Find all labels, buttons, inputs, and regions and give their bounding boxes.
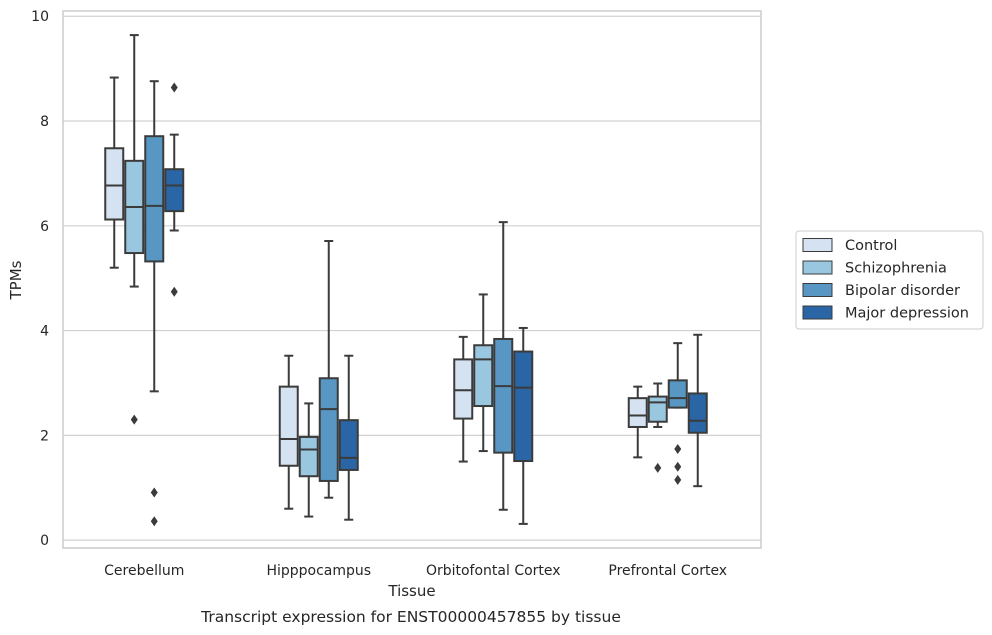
outlier-point xyxy=(150,516,158,527)
outlier-point xyxy=(674,461,682,472)
grid-lines xyxy=(63,15,761,541)
legend-label: Control xyxy=(845,238,897,254)
box xyxy=(687,392,708,434)
y-axis-ticks: 0 2 4 6 8 10 xyxy=(31,9,49,549)
box-series-layer xyxy=(104,34,708,527)
series-group xyxy=(104,76,648,510)
outlier-point xyxy=(674,443,682,454)
chart-caption: Transcript expression for ENST0000045785… xyxy=(200,608,621,626)
series-group xyxy=(164,82,708,525)
legend-swatch xyxy=(802,260,833,275)
x-tick-label: Hipppocampus xyxy=(266,563,371,579)
x-axis-ticks: Cerebellum Hipppocampus Orbitofontal Corte… xyxy=(104,563,727,579)
y-axis-label: TPMs xyxy=(7,260,25,300)
outlier-point xyxy=(170,82,178,93)
legend-label: Bipolar disorder xyxy=(845,283,960,299)
y-tick-label: 4 xyxy=(40,324,49,340)
box xyxy=(647,395,668,423)
legend-label: Schizophrenia xyxy=(845,261,947,277)
legend-frame xyxy=(795,230,984,330)
y-tick-label: 6 xyxy=(40,219,49,235)
box xyxy=(144,135,165,263)
box xyxy=(104,147,125,221)
series-group xyxy=(124,34,668,518)
box xyxy=(298,435,319,478)
outlier-point xyxy=(150,487,158,498)
y-tick-label: 10 xyxy=(31,9,49,25)
box xyxy=(473,344,494,408)
x-tick-label: Prefrontal Cortex xyxy=(608,563,727,579)
box xyxy=(667,379,688,409)
x-tick-label: Cerebellum xyxy=(104,563,184,579)
box xyxy=(627,397,648,428)
series-group xyxy=(144,80,688,527)
box xyxy=(453,358,474,420)
box xyxy=(278,385,299,467)
y-tick-label: 8 xyxy=(40,114,49,130)
y-tick-label: 0 xyxy=(40,533,49,549)
box xyxy=(318,377,339,482)
legend-swatch xyxy=(802,305,833,320)
outlier-point xyxy=(654,462,662,473)
outlier-point xyxy=(130,414,138,425)
x-axis-label: Tissue xyxy=(387,582,435,600)
plot-area-frame xyxy=(62,10,762,549)
box xyxy=(493,337,514,454)
legend: Control Schizophrenia Bipolar disorder Majo… xyxy=(795,230,984,330)
box xyxy=(164,168,185,213)
box xyxy=(338,419,359,471)
legend-swatch xyxy=(802,283,833,297)
x-tick-label: Orbitofontal Cortex xyxy=(426,563,561,579)
outlier-point xyxy=(170,286,178,297)
legend-label: Major depression xyxy=(845,306,969,322)
outlier-point xyxy=(674,474,682,485)
legend-swatch xyxy=(802,238,833,252)
box xyxy=(513,350,534,463)
y-tick-label: 2 xyxy=(40,428,49,444)
